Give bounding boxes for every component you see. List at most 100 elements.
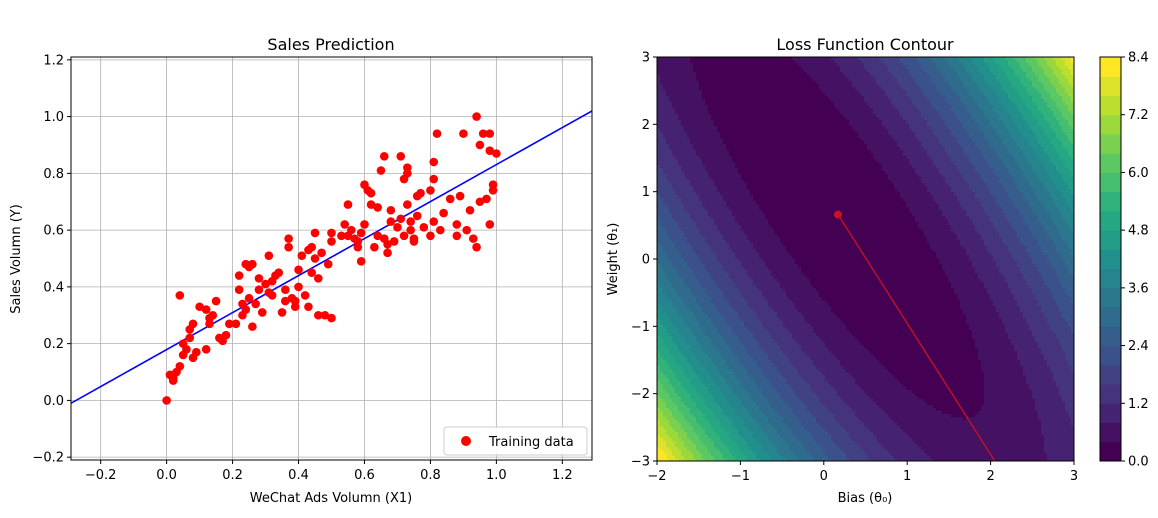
data-point xyxy=(211,296,221,306)
right-y-tick-label: −1 xyxy=(631,320,650,335)
data-point xyxy=(267,291,277,300)
right-x-tick-label: 0 xyxy=(820,469,828,484)
data-point xyxy=(343,200,353,209)
colorbar-band xyxy=(1100,153,1121,173)
colorbar-bands xyxy=(1100,57,1121,462)
data-point xyxy=(485,146,495,155)
left-x-tick-label: 0.2 xyxy=(222,468,243,483)
legend-label: Training data xyxy=(488,435,574,450)
data-point xyxy=(426,186,435,195)
left-x-tick-label: 0.0 xyxy=(156,468,177,483)
legend: Training data xyxy=(443,426,588,456)
left-x-tick-label: −0.2 xyxy=(85,468,117,483)
data-point xyxy=(162,396,171,405)
data-point xyxy=(281,285,290,295)
colorbar-band xyxy=(1100,403,1121,424)
data-point xyxy=(337,231,346,241)
data-point xyxy=(314,310,323,320)
data-point xyxy=(485,220,495,229)
data-point xyxy=(175,291,185,300)
left-y-tick-label: −0.2 xyxy=(32,451,64,466)
data-point xyxy=(192,347,201,357)
right-y-tick-label: 1 xyxy=(642,185,650,200)
data-point xyxy=(396,152,406,161)
data-point xyxy=(327,313,336,323)
data-point xyxy=(373,203,382,212)
colorbar-tick-label: 6.0 xyxy=(1128,166,1149,181)
data-point xyxy=(406,217,415,226)
data-point xyxy=(201,305,211,314)
data-point xyxy=(224,319,234,329)
right-x-tick-label: 1 xyxy=(903,469,911,484)
data-point xyxy=(185,333,195,343)
colorbar: 0.0 1.2 2.4 3.6 4.8 6.0 7.2 8.4 xyxy=(1099,51,1149,470)
left-y-tick-label: 1.2 xyxy=(43,53,64,68)
data-point xyxy=(234,271,244,280)
right-x-axis-label: Bias (θ₀) xyxy=(838,491,893,506)
data-point xyxy=(406,225,415,235)
contour-fill xyxy=(657,57,1074,461)
left-y-axis-label: Sales Volumn (Y) xyxy=(9,204,24,314)
left-y-tick-label: 1.0 xyxy=(43,110,64,125)
colorbar-band xyxy=(1100,364,1121,385)
data-point xyxy=(488,186,498,195)
colorbar-band xyxy=(1100,287,1121,308)
data-point xyxy=(284,234,293,243)
training-data-points xyxy=(162,112,501,405)
data-point xyxy=(478,129,488,138)
data-point xyxy=(175,362,185,371)
colorbar-band xyxy=(1100,307,1121,327)
data-point xyxy=(386,205,396,215)
left-x-tick-label: 0.8 xyxy=(420,468,441,483)
data-point xyxy=(274,268,284,277)
colorbar-tick-label: 2.4 xyxy=(1128,339,1149,354)
data-point xyxy=(393,222,402,232)
data-point xyxy=(465,205,475,215)
right-x-tick-label: −1 xyxy=(731,469,750,484)
data-point xyxy=(234,285,244,295)
colorbar-band xyxy=(1100,249,1121,270)
left-x-tick-label: 0.6 xyxy=(354,468,375,483)
data-point xyxy=(419,222,429,232)
left-plot-background xyxy=(71,57,592,460)
data-point xyxy=(396,214,406,224)
data-point xyxy=(168,373,178,382)
data-point xyxy=(304,302,313,312)
right-y-ticks: −3 −2 −1 0 1 2 3 xyxy=(631,51,657,470)
left-chart-title: Sales Prediction xyxy=(267,35,394,54)
data-point xyxy=(231,319,241,329)
descent-path xyxy=(833,210,996,461)
legend-box xyxy=(443,426,588,456)
data-point xyxy=(307,268,317,277)
data-point xyxy=(241,305,251,314)
data-point xyxy=(429,157,439,167)
right-x-tick-label: −2 xyxy=(647,469,666,484)
colorbar-band xyxy=(1100,210,1121,231)
left-y-tick-label: 0.0 xyxy=(43,394,64,409)
data-point xyxy=(244,293,254,303)
colorbar-band xyxy=(1100,384,1121,404)
data-point xyxy=(201,345,211,354)
data-point xyxy=(445,194,455,204)
fit-line xyxy=(71,110,592,404)
data-point xyxy=(327,237,336,246)
data-point xyxy=(409,237,419,246)
right-y-tick-label: −3 xyxy=(631,455,650,470)
left-y-tick-label: 0.4 xyxy=(43,280,64,295)
data-point xyxy=(439,208,448,218)
data-point xyxy=(294,265,303,275)
data-point xyxy=(251,299,260,309)
data-point xyxy=(452,231,462,241)
left-x-tick-label: 1.2 xyxy=(552,468,573,483)
data-point xyxy=(310,254,320,263)
colorbar-band xyxy=(1100,57,1121,77)
data-point xyxy=(403,169,412,178)
data-point xyxy=(383,240,392,249)
data-point xyxy=(314,274,323,283)
left-y-ticks: −0.2 0.0 0.2 0.4 0.6 0.8 1.0 1.2 xyxy=(32,53,71,466)
data-point xyxy=(472,112,481,121)
data-point xyxy=(290,296,300,306)
data-point xyxy=(281,296,290,306)
data-point xyxy=(320,310,330,320)
data-point xyxy=(403,200,412,209)
